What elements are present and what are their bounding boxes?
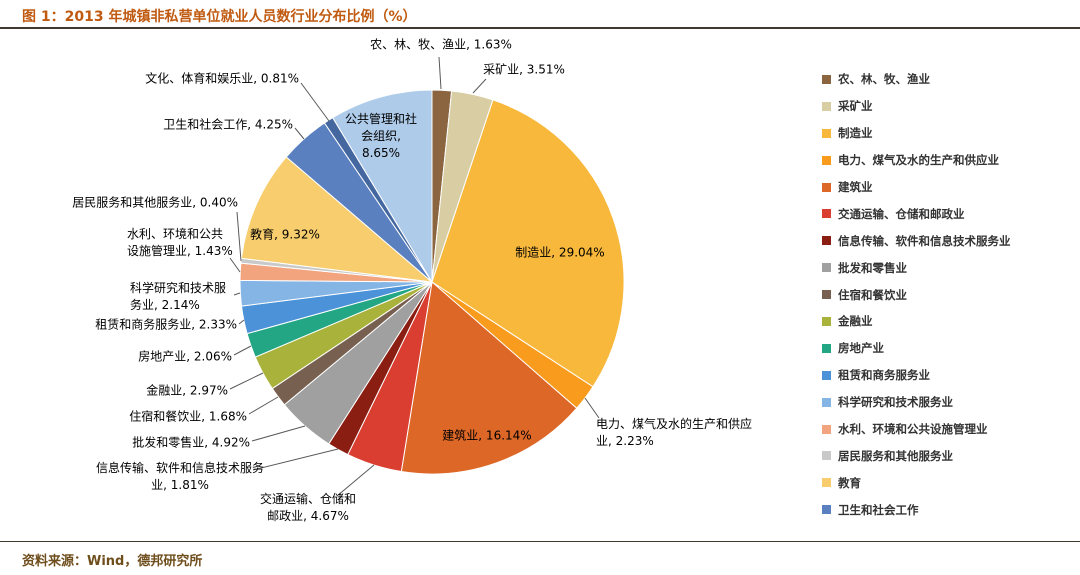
pie-slice-label: 建筑业, 16.14% [442, 428, 532, 443]
legend-swatch-icon [822, 74, 831, 84]
label-leader-line [229, 372, 264, 390]
legend-item: 批发和零售业 [822, 254, 1011, 281]
legend-item: 房地产业 [822, 335, 1011, 362]
pie-slice-label: 居民服务和其他服务业, 0.40% [72, 195, 238, 210]
legend: 农、林、牧、渔业 采矿业制造业电力、煤气及水的生产和供应业 建筑业交通运输、仓储和邮… [822, 66, 1011, 523]
label-leader-line [238, 319, 245, 325]
legend-item: 制造业 [822, 120, 1011, 147]
pie-slice-label: 农、林、牧、渔业, 1.63% [370, 37, 512, 52]
legend-item: 租赁和商务服务业 [822, 362, 1011, 389]
legend-item: 住宿和餐饮业 [822, 281, 1011, 308]
legend-swatch-icon [822, 209, 831, 219]
legend-label: 采矿业 [838, 99, 873, 114]
legend-swatch-icon [822, 370, 831, 380]
legend-item: 水利、环境和公共设施管理业 [822, 416, 1011, 443]
figure-title: 图 1：2013 年城镇非私营单位就业人员数行业分布比例（%） [22, 9, 417, 25]
legend-item: 科学研究和技术服务业 [822, 389, 1011, 416]
pie-slice-label: 住宿和餐饮业, 1.68% [129, 409, 247, 424]
label-leader-line [294, 127, 305, 140]
legend-item: 采矿业 [822, 93, 1011, 120]
legend-label: 居民服务和其他服务业 [838, 448, 953, 463]
pie-slice-label: 金融业, 2.97% [146, 383, 228, 398]
label-leader-line [472, 78, 487, 94]
pie-slice-label: 信息传输、软件和信息技术服务业, 1.81% [95, 461, 264, 492]
legend-swatch-icon [822, 424, 831, 434]
legend-swatch-icon [822, 155, 831, 165]
pie-slice-label: 采矿业, 3.51% [483, 62, 565, 77]
legend-label: 房地产业 [838, 341, 884, 356]
legend-label: 交通运输、仓储和邮政业 [838, 206, 965, 221]
pie-slice [431, 99, 625, 388]
legend-item: 交通运输、仓储和邮政业 [822, 200, 1011, 227]
label-leader-line [438, 56, 442, 90]
legend-swatch-icon [822, 343, 831, 353]
pie-slice-label: 公共管理和社会组织, 8.65% [344, 111, 417, 160]
pie-slice-label: 教育, 9.32% [250, 227, 320, 242]
pie-slice-label: 水利、环境和公共设施管理业, 1.43% [127, 227, 233, 258]
legend-label: 水利、环境和公共设施管理业 [838, 422, 988, 437]
legend-label: 建筑业 [838, 180, 873, 194]
legend-label: 金融业 [838, 314, 873, 329]
source-note: 资料来源：Wind，德邦研究所 [22, 554, 203, 569]
legend-swatch-icon [822, 182, 831, 192]
legend-label: 批发和零售业 [838, 260, 907, 275]
legend-label: 制造业 [838, 126, 873, 141]
legend-item: 教育 [822, 469, 1011, 496]
legend-item: 建筑业 [822, 174, 1011, 201]
legend-swatch-icon [822, 478, 831, 488]
label-leader-line [252, 448, 339, 471]
legend-swatch-icon [822, 236, 831, 246]
legend-label: 信息传输、软件和信息技术服务业 [838, 233, 1011, 248]
pie-slice-label: 文化、体育和娱乐业, 0.81% [145, 71, 299, 86]
legend-swatch-icon [822, 316, 831, 326]
legend-swatch-icon [822, 290, 831, 300]
label-leader-line [300, 82, 330, 122]
legend-swatch-icon [822, 451, 831, 461]
legend-label: 农、林、牧、渔业 [838, 72, 930, 87]
pie-slice-label: 租赁和商务服务业, 2.33% [95, 317, 237, 332]
legend-swatch-icon [822, 101, 831, 111]
label-leader-line [229, 257, 241, 273]
pie-slice-label: 制造业, 29.04% [515, 245, 605, 260]
label-leader-line [248, 396, 279, 415]
legend-label: 科学研究和技术服务业 [838, 395, 953, 410]
legend-item: 卫生和社会工作 [822, 496, 1011, 523]
legend-label: 住宿和餐饮业 [838, 287, 907, 302]
legend-swatch-icon [822, 505, 831, 515]
pie-slice-label: 交通运输、仓储和邮政业, 4.67% [259, 492, 356, 523]
legend-label: 电力、煤气及水的生产和供应业 [838, 153, 999, 168]
label-leader-line [236, 211, 242, 262]
legend-label: 租赁和商务服务业 [838, 368, 930, 383]
legend-label: 卫生和社会工作 [838, 502, 919, 517]
legend-item: 居民服务和其他服务业 [822, 442, 1011, 469]
pie-slice-label: 电力、煤气及水的生产和供应业, 2.23% [596, 417, 753, 448]
legend-swatch-icon [822, 397, 831, 407]
pie-slice [332, 89, 433, 284]
pie-slice-label: 卫生和社会工作, 4.25% [163, 117, 293, 132]
legend-item: 电力、煤气及水的生产和供应业 [822, 147, 1011, 174]
legend-item: 金融业 [822, 308, 1011, 335]
label-leader-line [233, 345, 252, 356]
label-leader-line [584, 397, 600, 419]
legend-swatch-icon [822, 128, 831, 138]
legend-item: 信息传输、软件和信息技术服务业 [822, 227, 1011, 254]
pie-slice [400, 281, 578, 475]
label-leader-line [233, 292, 241, 296]
label-leader-line [251, 425, 306, 442]
title-divider [0, 27, 1080, 29]
pie-slice-label: 批发和零售业, 4.92% [132, 435, 250, 450]
pie-slice-label: 房地产业, 2.06% [138, 349, 232, 364]
legend-label: 教育 [838, 475, 861, 490]
pie-slice-label: 科学研究和技术服务业, 2.14% [130, 281, 227, 312]
legend-swatch-icon [822, 263, 831, 273]
pie-slice [240, 156, 434, 283]
footer-divider [0, 541, 1080, 542]
legend-item: 农、林、牧、渔业 [822, 66, 1011, 93]
label-leader-line [336, 464, 375, 497]
